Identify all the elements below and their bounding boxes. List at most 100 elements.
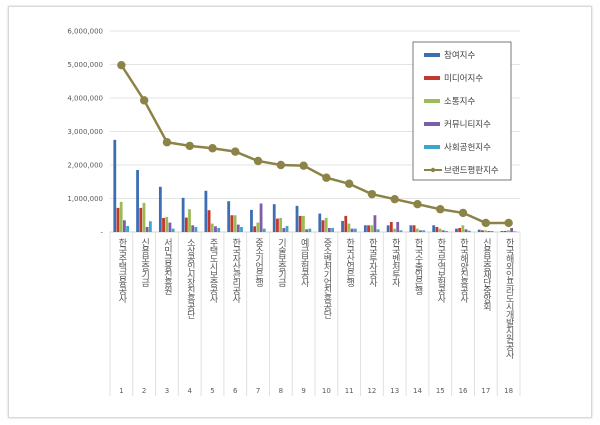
- brand-index-point-3: [162, 138, 172, 147]
- bar-4-13: [396, 221, 400, 232]
- bar-3-2: [142, 202, 146, 232]
- bar-1-3: [158, 186, 162, 232]
- bar-1-10: [318, 213, 322, 232]
- brand-index-point-5: [208, 144, 217, 153]
- rank-label: 1: [119, 387, 123, 395]
- y-tick-label: 3,000,000: [67, 128, 103, 136]
- bar-2-12: [367, 225, 370, 232]
- rank-label: 13: [390, 387, 399, 395]
- bar-1-7: [250, 209, 253, 232]
- category-label: 한국투자공사: [367, 238, 377, 288]
- bar-1-2: [136, 170, 139, 232]
- bar-2-6: [230, 215, 234, 232]
- category-label: 서민금융진흥원: [162, 238, 172, 295]
- bar-4-1: [122, 220, 126, 232]
- bar-4-18: [510, 227, 514, 232]
- y-tick-label: -: [100, 229, 103, 237]
- legend-swatch: [424, 99, 440, 103]
- bar-3-17: [484, 230, 488, 232]
- bar-1-16: [455, 228, 458, 232]
- legend-swatch: [424, 53, 440, 57]
- rank-label: 15: [436, 387, 445, 395]
- bar-3-8: [279, 217, 283, 232]
- brand-index-point-17: [481, 218, 491, 228]
- bar-2-16: [458, 227, 462, 232]
- bar-5-16: [467, 230, 471, 232]
- legend-marker: [430, 167, 436, 173]
- rank-label: 2: [142, 387, 146, 395]
- bar-5-2: [148, 221, 152, 232]
- bar-5-14: [422, 230, 426, 232]
- chart-frame: [8, 6, 592, 418]
- category-label: 예금보험공사: [299, 238, 309, 288]
- bar-1-18: [500, 230, 504, 232]
- category-label: 한국무역보험공사: [435, 238, 445, 304]
- rank-label: 12: [367, 387, 376, 395]
- legend-swatch: [424, 76, 440, 80]
- y-tick-label: 5,000,000: [67, 61, 103, 69]
- legend-item: 참여지수: [424, 50, 475, 61]
- legend-label: 브랜드평판지수: [444, 165, 499, 176]
- bar-3-14: [415, 228, 419, 232]
- bar-5-10: [331, 227, 334, 232]
- bar-5-8: [285, 225, 289, 232]
- category-label: 신용보증재단중앙회: [481, 238, 491, 312]
- bar-3-3: [165, 216, 169, 232]
- rank-label: 16: [459, 387, 468, 395]
- bar-3-10: [324, 217, 328, 232]
- category-label: 한국해양진흥공사: [458, 238, 468, 304]
- bar-4-8: [282, 227, 286, 232]
- rank-label: 3: [165, 387, 169, 395]
- rank-label: 9: [301, 387, 305, 395]
- bar-3-18: [507, 230, 510, 232]
- brand-index-point-6: [231, 147, 240, 156]
- brand-index-point-4: [185, 141, 194, 151]
- rank-label: 5: [210, 387, 214, 395]
- category-label: 한국벤처투자: [390, 238, 400, 288]
- rank-label: 17: [481, 387, 490, 395]
- brand-index-point-2: [139, 96, 149, 105]
- bar-4-4: [191, 225, 195, 232]
- bar-1-1: [113, 139, 117, 232]
- brand-index-point-11: [344, 179, 354, 188]
- bar-2-13: [389, 221, 393, 232]
- category-label: 한국해외인프라도시개발지원공사: [504, 238, 514, 360]
- bar-1-8: [272, 204, 276, 232]
- bar-3-15: [438, 228, 442, 232]
- brand-index-point-14: [413, 199, 422, 209]
- y-tick-label: 4,000,000: [67, 95, 103, 103]
- bar-4-12: [373, 215, 377, 232]
- bar-2-4: [184, 217, 188, 232]
- bar-2-2: [139, 207, 143, 232]
- bar-5-15: [445, 230, 448, 232]
- brand-index-point-13: [390, 194, 399, 204]
- category-label: 한국주택금융공사: [116, 238, 126, 304]
- bar-5-13: [399, 230, 403, 232]
- rank-label: 4: [187, 387, 192, 395]
- bar-4-14: [419, 230, 422, 232]
- category-label: 기술보증기금: [276, 238, 286, 287]
- bar-5-17: [490, 230, 494, 232]
- bar-2-9: [298, 215, 302, 232]
- bar-2-1: [116, 207, 120, 232]
- legend-label: 참여지수: [444, 50, 475, 61]
- category-label: 한국산업은행: [344, 238, 354, 287]
- bar-2-7: [253, 226, 257, 232]
- bar-3-12: [370, 225, 374, 232]
- bar-5-4: [194, 226, 198, 232]
- bar-2-8: [276, 218, 279, 232]
- brand-index-point-9: [299, 161, 308, 170]
- bar-4-10: [327, 227, 331, 232]
- brand-index-point-12: [367, 189, 377, 199]
- legend-item: 미디어지수: [424, 73, 483, 84]
- category-label: 신용보증기금: [139, 238, 149, 287]
- bar-5-11: [353, 228, 357, 232]
- category-label: 주택도시보증공사: [208, 238, 218, 304]
- legend-swatch: [424, 145, 440, 149]
- bar-2-15: [435, 226, 439, 232]
- bar-2-17: [481, 230, 484, 232]
- bar-1-11: [341, 220, 344, 232]
- legend-item: 사회공헌지수: [424, 143, 491, 153]
- bar-4-9: [305, 229, 309, 232]
